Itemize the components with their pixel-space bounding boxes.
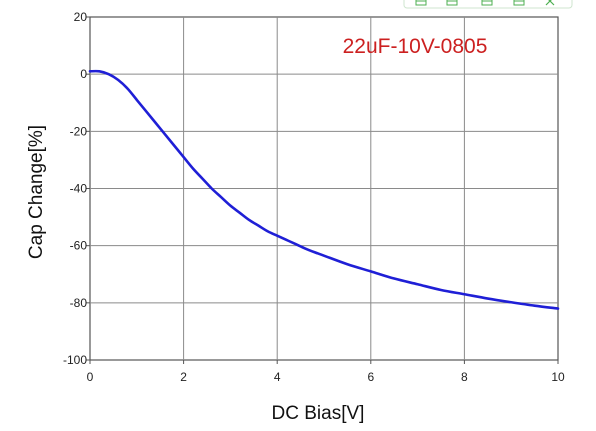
x-tick-label: 0 bbox=[87, 370, 94, 384]
crop-icon[interactable] bbox=[446, 0, 458, 6]
close-icon[interactable] bbox=[545, 0, 555, 6]
y-tick-label: 0 bbox=[80, 67, 87, 81]
chart-annotation: 22uF-10V-0805 bbox=[343, 35, 488, 58]
x-tick-label: 10 bbox=[551, 370, 565, 384]
image-icon[interactable] bbox=[513, 0, 525, 6]
y-tick-label: -80 bbox=[70, 296, 88, 310]
grid-lines bbox=[90, 17, 558, 360]
y-tick-label: -60 bbox=[70, 239, 88, 253]
y-tick-label: 20 bbox=[74, 10, 88, 24]
y-tick-label: -40 bbox=[70, 182, 88, 196]
y-tick-label: -20 bbox=[70, 124, 88, 138]
y-axis-ticks: 20 0 -20 -40 -60 -80 -100 bbox=[63, 10, 90, 367]
x-tick-label: 4 bbox=[274, 370, 281, 384]
x-axis-title: DC Bias[V] bbox=[272, 403, 365, 424]
y-axis-title: Cap Change[%] bbox=[26, 125, 47, 259]
toolbar-background bbox=[403, 0, 573, 9]
x-axis-ticks: 0 2 4 6 8 10 bbox=[87, 360, 565, 384]
series-layer bbox=[88, 69, 560, 310]
series-line bbox=[88, 69, 560, 310]
image-toolbar bbox=[403, 0, 573, 9]
x-tick-label: 2 bbox=[180, 370, 187, 384]
x-tick-label: 8 bbox=[461, 370, 468, 384]
x-tick-label: 6 bbox=[367, 370, 374, 384]
copy-icon[interactable] bbox=[481, 0, 493, 6]
thumbnail-icon[interactable] bbox=[415, 0, 427, 6]
y-tick-label: -100 bbox=[63, 353, 87, 367]
